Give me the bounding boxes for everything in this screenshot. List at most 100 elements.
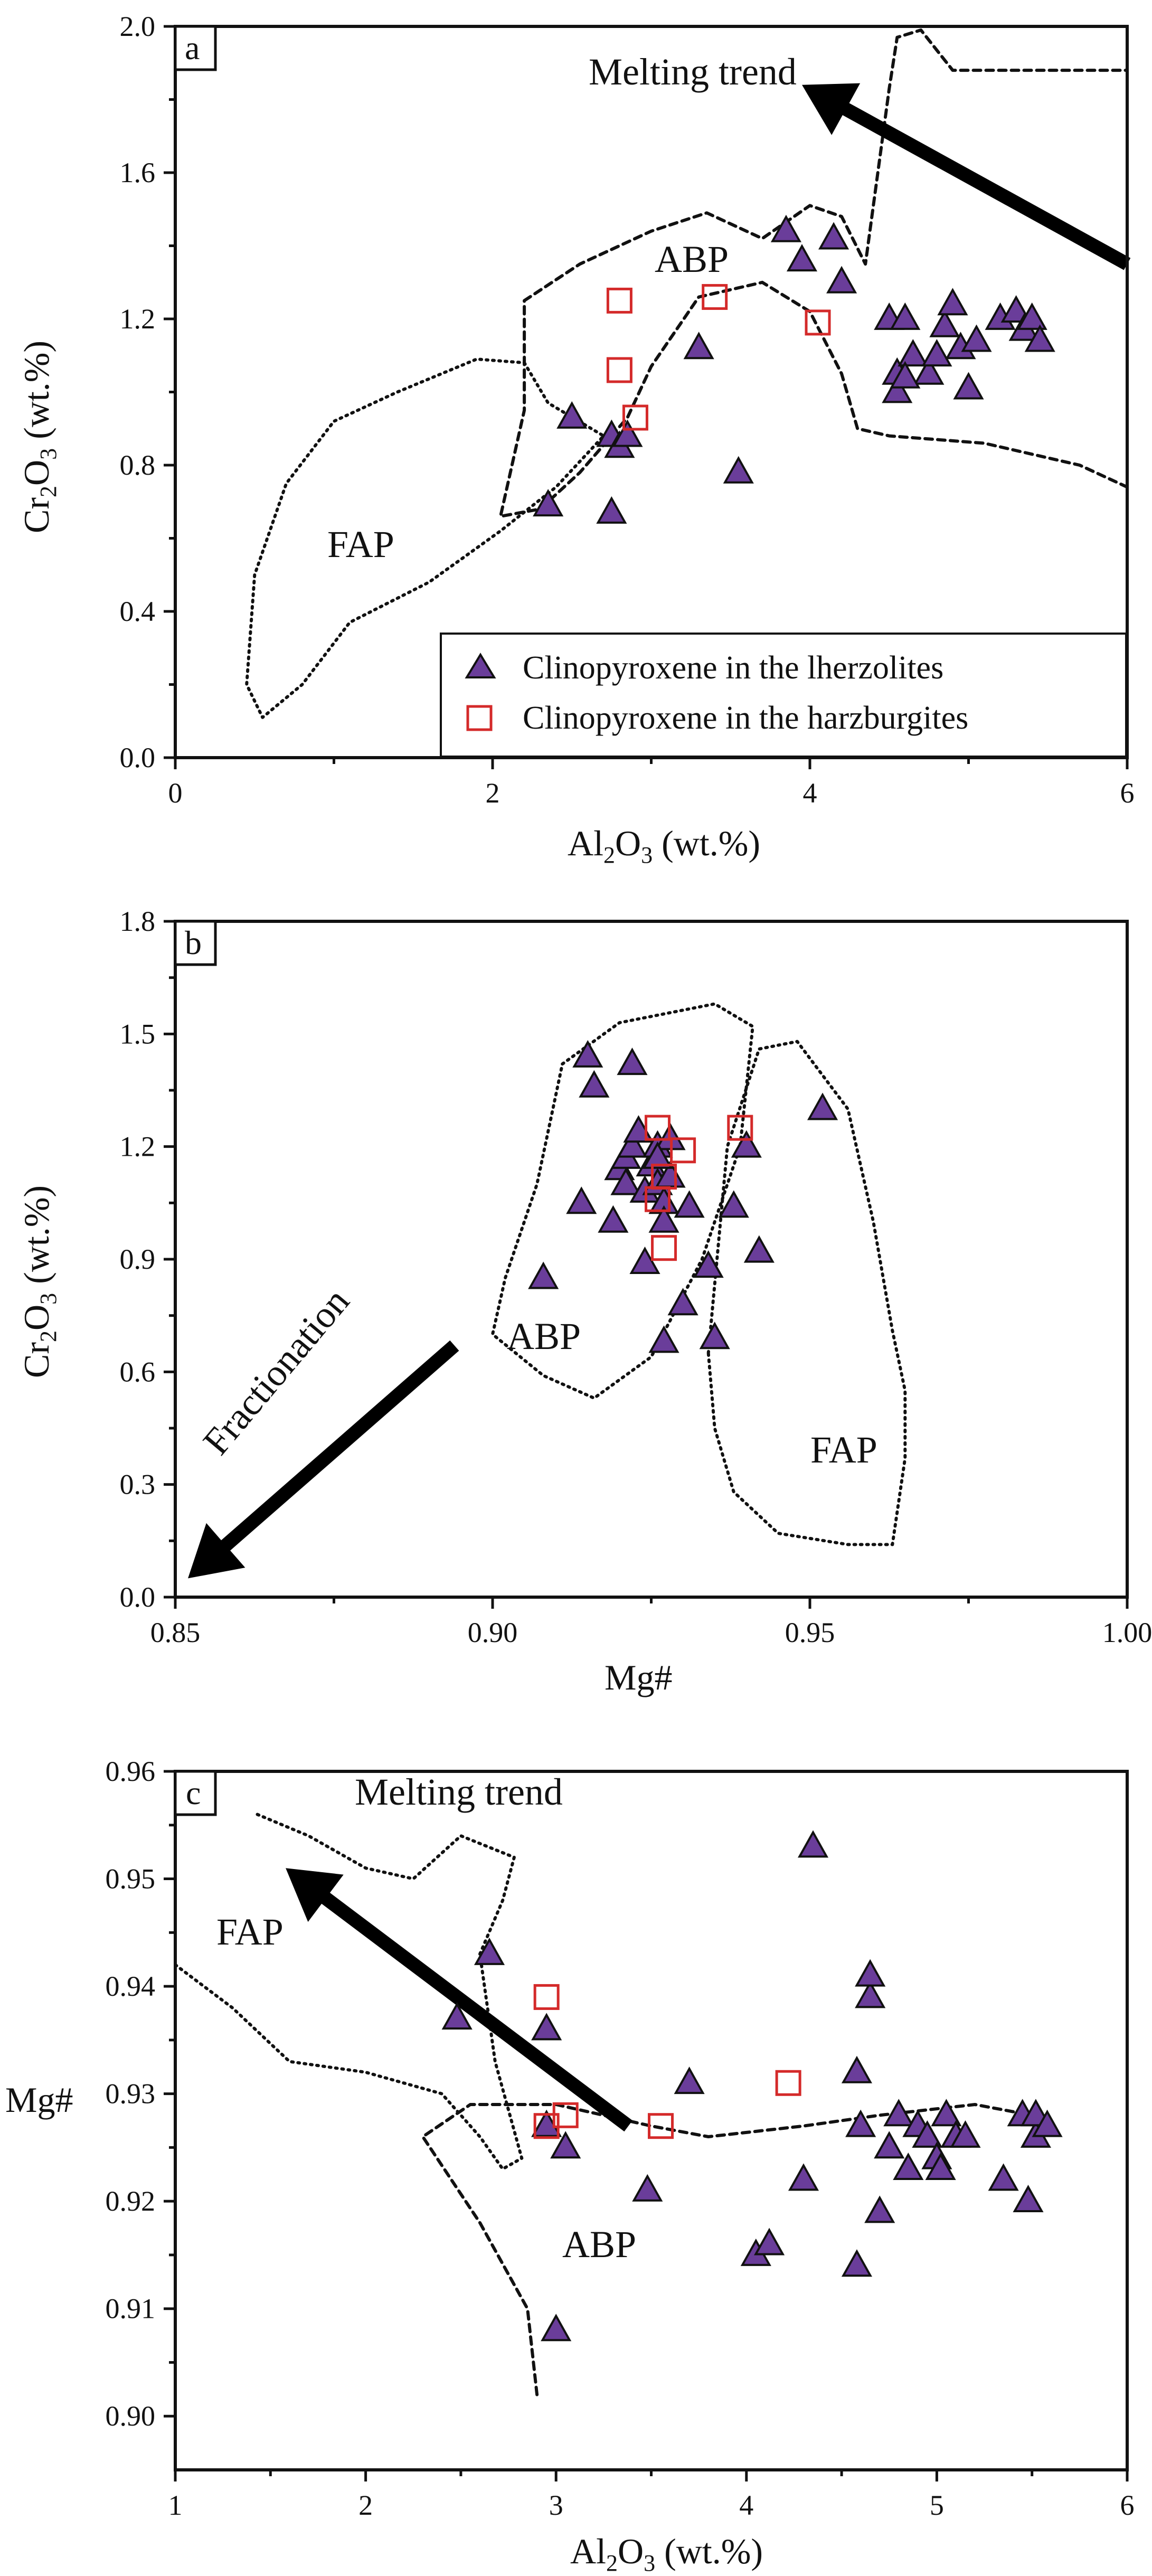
lherzolite-point (841, 2249, 873, 2277)
lherzolite-point (826, 266, 857, 294)
y-tick-label: 1.8 (120, 905, 156, 937)
lherzolite-point (550, 2131, 581, 2159)
y-tick-label: 0.93 (106, 2078, 156, 2110)
harzburgite-point (775, 2070, 801, 2096)
y-tick-label: 0.92 (106, 2185, 156, 2217)
harzburgite-point (606, 287, 632, 314)
panel-b-abp-label: ABP (507, 1315, 581, 1357)
harzburgite-point (805, 309, 831, 336)
lherzolite-point (617, 1048, 648, 1075)
harzburgite-point (622, 404, 648, 431)
lherzolite-point (674, 2067, 705, 2094)
lherzolite-point (596, 496, 627, 524)
panel-a-abp-label: ABP (655, 238, 729, 280)
y-tick-label: 0.9 (120, 1243, 156, 1275)
lherzolite-point (950, 2120, 981, 2148)
x-tick-label: 4 (803, 777, 817, 809)
lherzolite-point (961, 324, 992, 352)
harzburgite-point (648, 2113, 674, 2139)
lherzolite-point (841, 2055, 873, 2083)
lherzolite-point (797, 1830, 829, 1858)
lherzolite-point (874, 2131, 905, 2159)
y-tick-label: 1.5 (120, 1018, 156, 1050)
x-tick-label: 5 (930, 2489, 944, 2521)
lherzolite-point (731, 1130, 762, 1158)
lherzolite-point (531, 2013, 562, 2041)
lherzolite-point (786, 244, 818, 272)
lherzolite-point (693, 1250, 724, 1278)
panel-c-letter: c (186, 1774, 201, 1811)
lherzolite-point (913, 357, 945, 385)
lherzolite-point (474, 1937, 505, 1965)
y-tick-label: 0.0 (120, 742, 156, 773)
y-tick-label: 2.0 (120, 11, 156, 42)
y-tick-label: 0.4 (120, 596, 156, 627)
x-tick-label: 1 (168, 2489, 183, 2521)
x-tick-label: 4 (739, 2489, 753, 2521)
y-tick-label: 0.8 (120, 449, 156, 481)
panel-a-abp-field-outline (499, 28, 1129, 518)
y-tick-label: 1.6 (120, 157, 156, 188)
lherzolite-point (1024, 324, 1055, 352)
lherzolite-point (788, 2163, 819, 2191)
panel-a-fap-field-outline (245, 357, 606, 719)
lherzolite-point (882, 375, 913, 403)
fractionation-arrow (188, 1340, 459, 1579)
lherzolite-point (648, 1325, 679, 1353)
panel-b-abp-field-outline (491, 1002, 754, 1400)
lherzolite-point (699, 1322, 730, 1350)
harzburgite-point (606, 357, 632, 383)
lherzolite-point (890, 361, 921, 389)
x-tick-label: 6 (1120, 2489, 1135, 2521)
lherzolite-point (1016, 302, 1047, 330)
harzburgite-point (645, 1115, 671, 1141)
x-tick-label: 0.85 (150, 1617, 201, 1648)
lherzolite-point (718, 1190, 749, 1218)
y-tick-label: 0.96 (106, 1756, 156, 1787)
panel-c-letter-box (174, 1770, 217, 1816)
panel-a-fap-label: FAP (327, 523, 394, 565)
panel-c: 1 2 3 4 5 6 0.90 0.91 0.92 0.93 0.94 0.95 0.96 c Mel… (5, 1756, 1135, 2576)
x-tick-label: 1.00 (1102, 1617, 1152, 1648)
lherzolite-point (953, 372, 984, 400)
lherzolite-point (683, 332, 714, 360)
melting-trend-arrow (802, 83, 1131, 270)
y-tick-label: 0.90 (106, 2400, 156, 2432)
lherzolite-point (912, 2120, 943, 2148)
y-tick-label: 1.2 (120, 303, 156, 335)
lherzolite-point (632, 2174, 663, 2202)
panel-b-letter-box (174, 920, 217, 966)
panel-c-abp-field-outline (421, 2103, 1034, 2396)
x-tick-label: 3 (549, 2489, 563, 2521)
lherzolite-point (898, 339, 929, 367)
lherzolite-point (855, 1959, 886, 1987)
panel-b-x-axis-title: Mg# (605, 1657, 672, 1697)
lherzolite-point (864, 2195, 895, 2223)
lherzolite-point (1013, 2185, 1044, 2213)
lherzolite-point (612, 419, 643, 447)
lherzolite-point (648, 1205, 679, 1233)
harzburgite-point (702, 284, 728, 310)
lherzolite-point (541, 2314, 572, 2342)
legend-box (440, 633, 1127, 758)
lherzolite-point (931, 2099, 962, 2127)
y-tick-label: 0.91 (106, 2293, 156, 2325)
lherzolite-point (566, 1186, 597, 1214)
y-tick-label: 0.3 (120, 1469, 156, 1501)
lherzolite-point (617, 1130, 648, 1158)
lherzolite-point (667, 1288, 698, 1316)
y-tick-label: 0.95 (106, 1863, 156, 1895)
x-tick-label: 0.95 (785, 1617, 835, 1648)
x-tick-label: 0 (168, 777, 183, 809)
lherzolite-point (674, 1190, 705, 1218)
panel-b-fap-field-outline (706, 1040, 907, 1546)
lherzolite-point (818, 222, 849, 250)
legend-harzburgite-marker (466, 705, 493, 731)
lherzolite-point (845, 2109, 876, 2137)
panel-b-trend-label: Fractionation (195, 1280, 357, 1463)
x-tick-label: 0.90 (468, 1617, 518, 1648)
lherzolite-point (807, 1092, 838, 1120)
lherzolite-point (855, 1980, 886, 2008)
panel-c-abp-label: ABP (562, 2223, 636, 2266)
